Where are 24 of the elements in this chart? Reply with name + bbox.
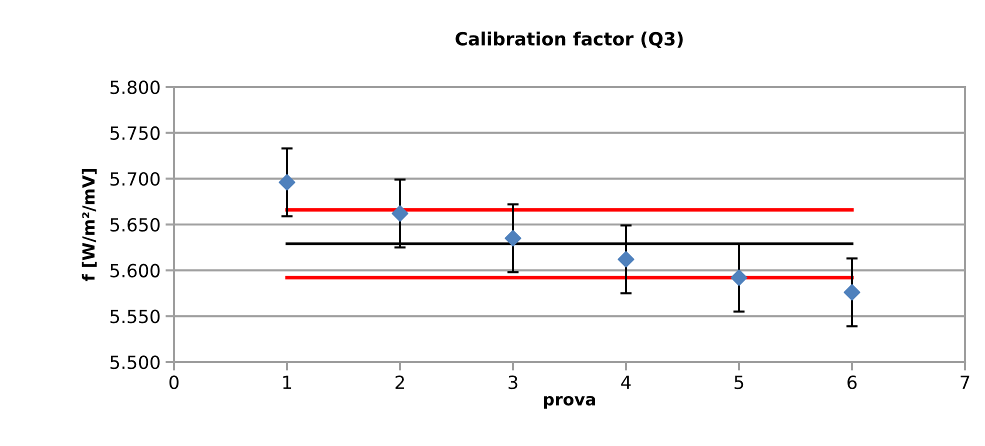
x-tick-label: 5 (734, 376, 744, 390)
y-tick-label: 5.700 (110, 172, 160, 186)
point (730, 269, 748, 286)
chart-title: Calibration factor (Q3) (456, 32, 683, 48)
x-axis-title: prova (544, 396, 596, 409)
x-tick-label: 1 (283, 376, 292, 389)
y-tick-label: 5.800 (110, 80, 160, 94)
x-tick-label: 2 (396, 376, 404, 389)
y-tick-label: 5.600 (110, 264, 160, 278)
point (392, 205, 408, 222)
x-tick-label: 6 (848, 376, 857, 390)
x-tick-label: 7 (960, 376, 970, 389)
point (504, 230, 522, 247)
x-tick-label: 0 (169, 376, 179, 390)
point (278, 174, 296, 191)
y-axis-title: f [W/m²/mV] (82, 169, 97, 282)
point (618, 251, 634, 268)
x-tick-label: 3 (508, 376, 518, 390)
y-tick-label: 5.550 (110, 310, 160, 324)
y-tick-label: 5.750 (110, 126, 160, 140)
y-tick-label: 5.650 (110, 218, 160, 232)
point (844, 284, 860, 301)
x-tick-label: 4 (621, 376, 631, 389)
y-tick-label: 5.500 (110, 355, 160, 370)
